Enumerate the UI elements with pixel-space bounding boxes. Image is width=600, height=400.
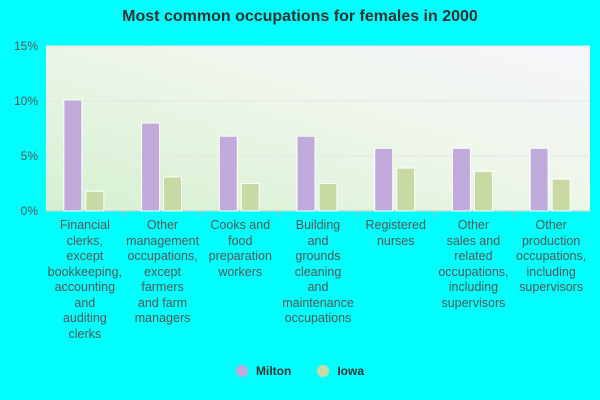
- category-separators: [123, 211, 513, 217]
- bar-iowa: [240, 183, 260, 212]
- legend-label-iowa: Iowa: [337, 364, 364, 378]
- legend-item-milton: Milton: [236, 364, 291, 378]
- plot-background: [46, 46, 590, 211]
- bar-iowa: [163, 176, 183, 212]
- y-tick-label: 10%: [14, 94, 38, 108]
- y-tick-label: 15%: [14, 39, 38, 53]
- legend: Milton Iowa: [0, 364, 600, 378]
- bar-milton: [451, 147, 471, 212]
- bar-milton: [529, 147, 549, 212]
- bar-milton: [296, 135, 316, 212]
- x-tick-label: Other sales and related occupations, inc…: [438, 218, 509, 310]
- bars: [63, 99, 571, 212]
- bar-milton: [374, 147, 394, 212]
- legend-swatch-milton: [236, 365, 248, 377]
- bar-iowa: [473, 170, 493, 212]
- bar-milton: [141, 122, 161, 212]
- legend-swatch-iowa: [317, 365, 330, 377]
- x-tick-label: Registered nurses: [365, 218, 426, 248]
- bar-iowa: [396, 167, 416, 212]
- x-tick-label: Other management occupations, except far…: [126, 218, 200, 325]
- bar-iowa: [551, 178, 571, 212]
- legend-item-iowa: Iowa: [317, 364, 364, 378]
- bar-iowa: [85, 190, 105, 212]
- y-axis-ticks: 0% 5% 10% 15%: [14, 39, 38, 218]
- bar-iowa: [318, 183, 338, 212]
- chart-title: Most common occupations for females in 2…: [122, 8, 478, 25]
- x-tick-label: Building and grounds cleaning and mainte…: [282, 218, 354, 325]
- bar-milton: [218, 135, 238, 212]
- bar-milton: [63, 99, 83, 212]
- y-tick-label: 5%: [21, 149, 39, 163]
- y-tick-label: 0%: [21, 204, 39, 218]
- x-tick-label: Other production occupations, including …: [516, 218, 587, 294]
- gridlines: [46, 45, 590, 212]
- legend-label-milton: Milton: [256, 364, 292, 378]
- x-tick-label: Financial clerks, except bookkeeping, ac…: [47, 218, 123, 341]
- x-tick-label: Cooks and food preparation workers: [208, 218, 272, 279]
